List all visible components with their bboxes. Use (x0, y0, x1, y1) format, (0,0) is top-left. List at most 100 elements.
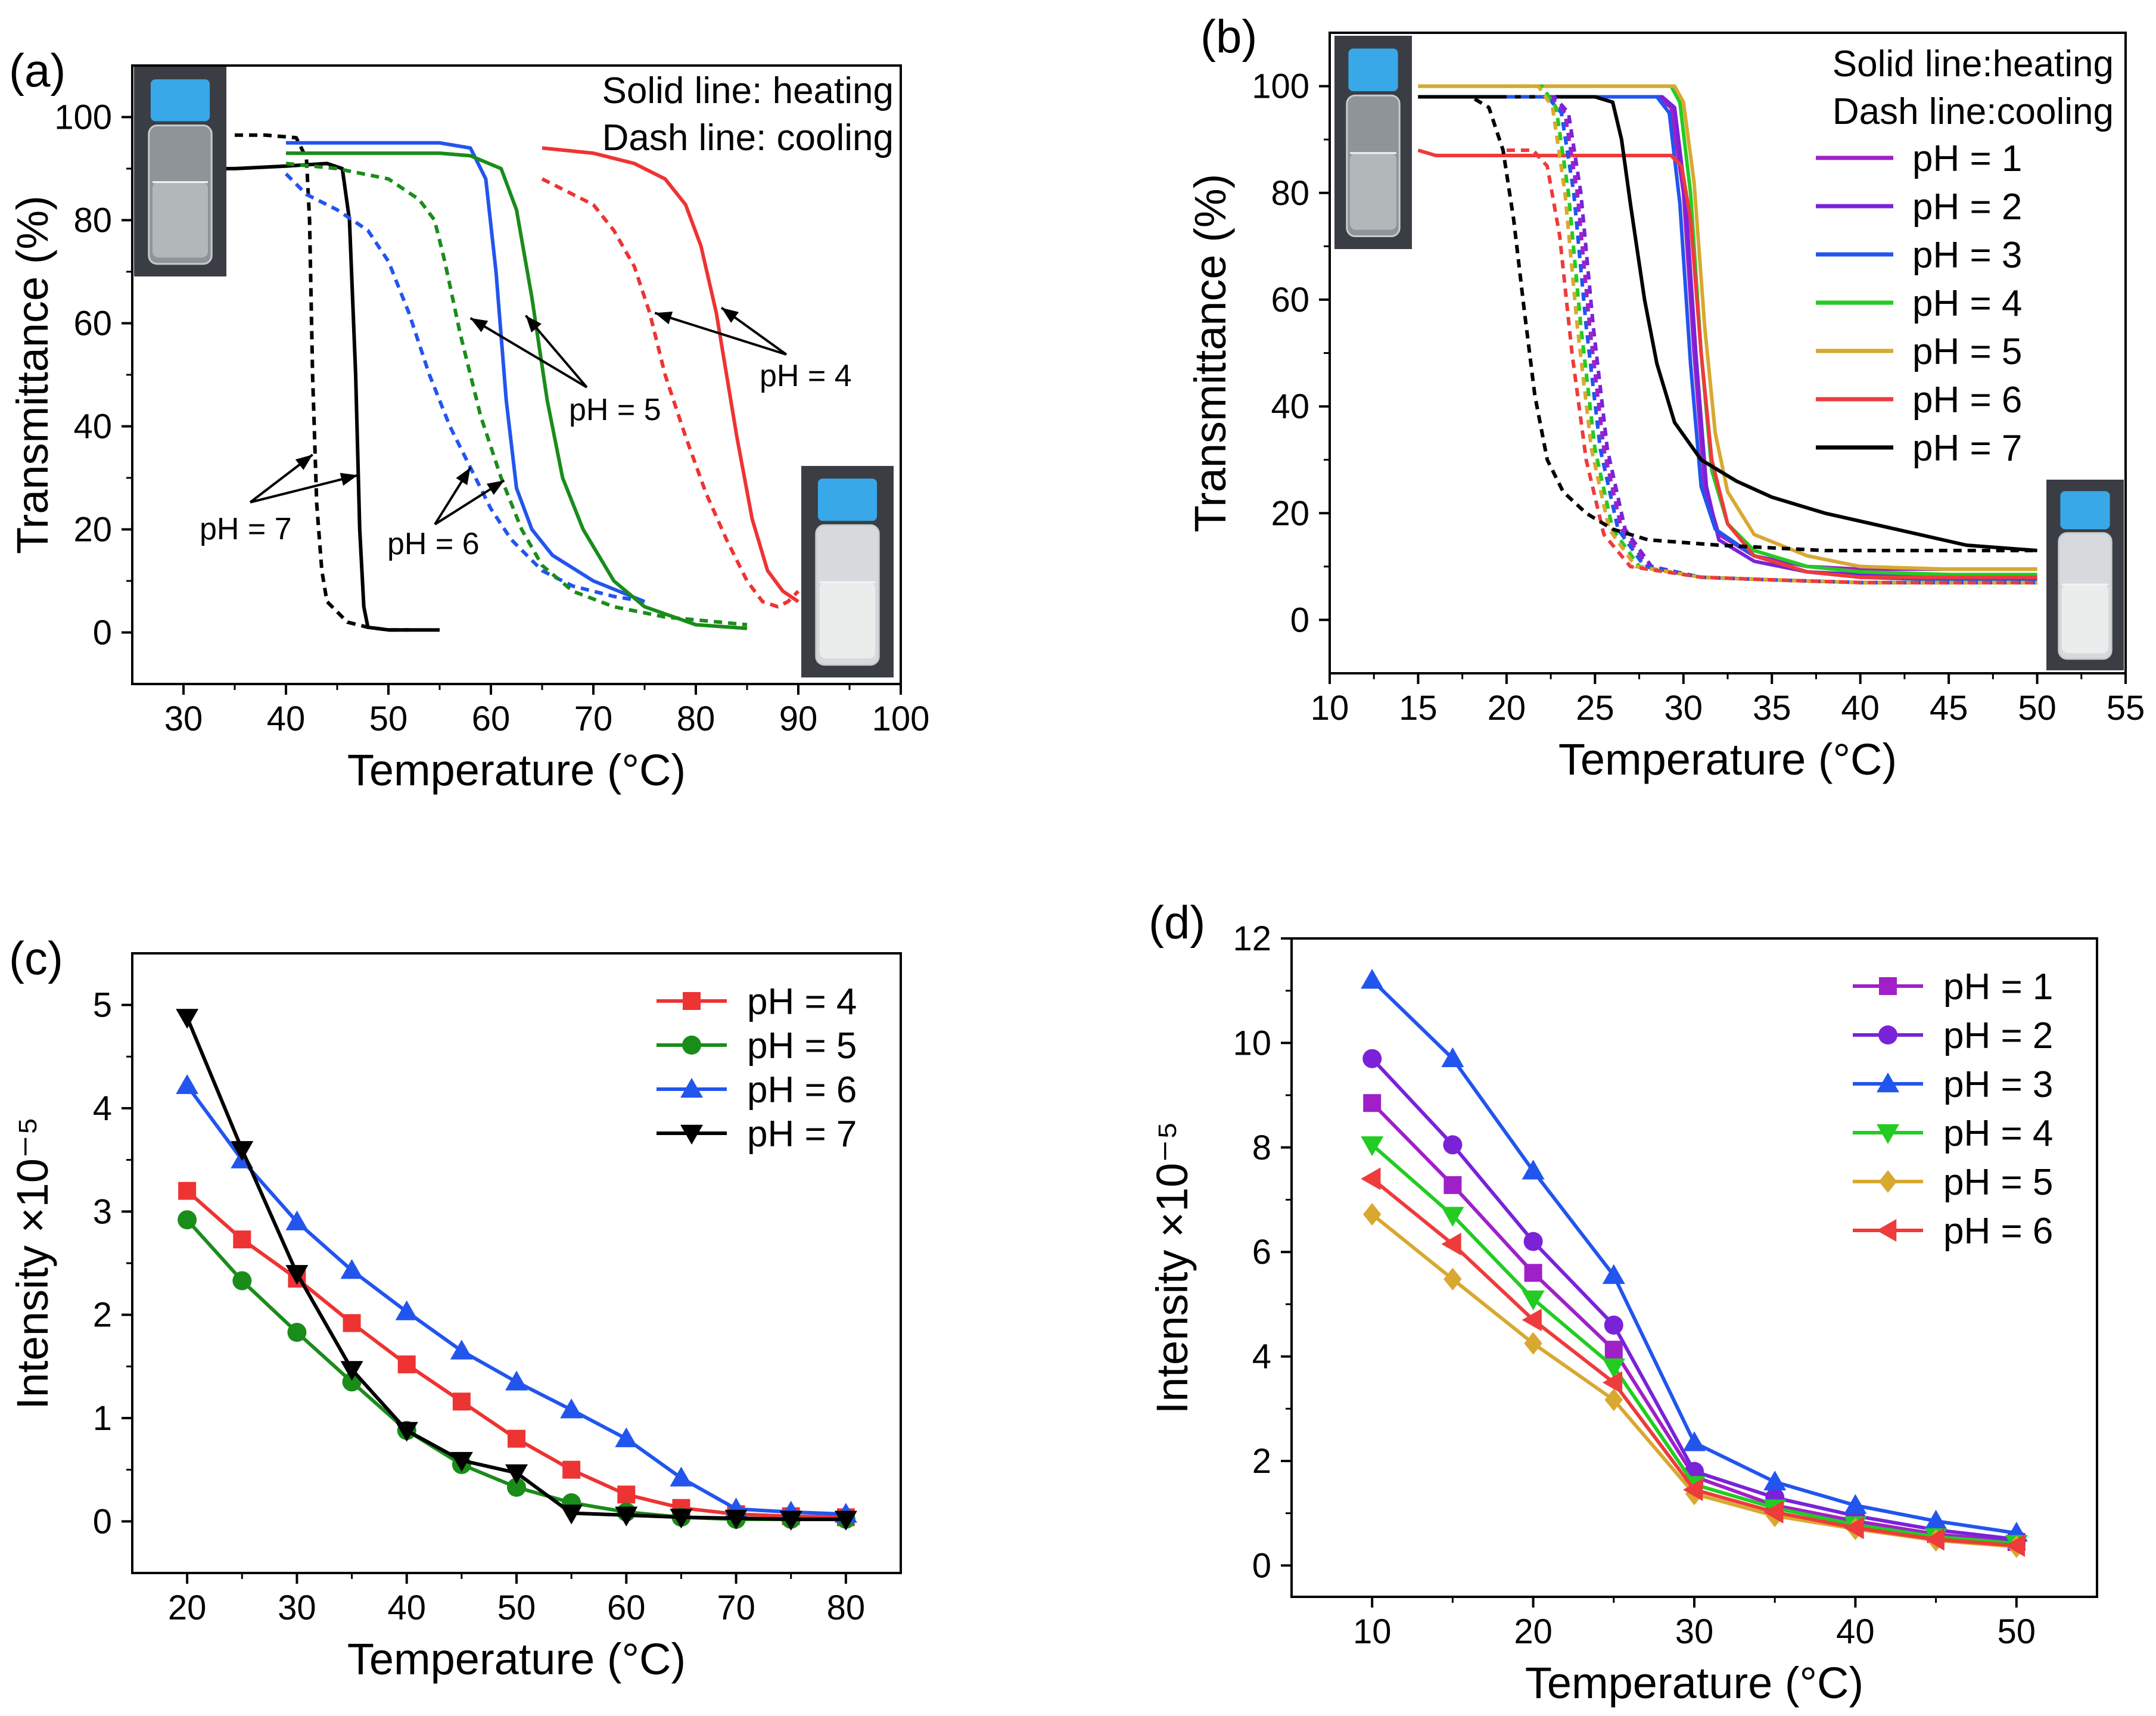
pH--4-point-5 (452, 1392, 471, 1411)
y-tick-label: 20 (1271, 494, 1309, 533)
series-line-pH--4-cooling (541, 177, 800, 609)
legend-label-2: pH = 2 (1943, 1015, 2053, 1056)
pH--7-point-5 (450, 1451, 473, 1472)
y-tick-label: 10 (1233, 1024, 1271, 1062)
pH--6-point-7 (1924, 1528, 1945, 1551)
pH--4-point-0 (178, 1182, 197, 1200)
panel-label: (b) (1200, 10, 1257, 63)
legend-label-7: pH = 7 (1912, 428, 2022, 469)
note-solid-heating: Solid line: heating (602, 70, 894, 111)
y-tick-label: 4 (93, 1089, 112, 1128)
legend-label-1: pH = 1 (1943, 966, 2053, 1008)
annotation-pH6: pH = 6 (387, 527, 480, 561)
pH--2-point-3 (1604, 1315, 1623, 1335)
x-tick-label: 80 (677, 700, 715, 738)
pH--3-point-7 (1924, 1509, 1947, 1530)
x-tick-label: 60 (472, 700, 511, 738)
pH--7-point-6 (505, 1464, 528, 1484)
series-line-pH--5-cooling (285, 161, 748, 627)
pH--4-point-1 (233, 1230, 251, 1249)
note-solid-heating: Solid line:heating (1833, 43, 2114, 85)
series-line-pH--5-heating (1418, 84, 2037, 571)
x-tick-label: 90 (779, 700, 818, 738)
arrow-pH7-cooling-head (295, 455, 313, 470)
pH--3-point-legend (1877, 1072, 1899, 1093)
x-axis-label: Temperature (°C) (347, 745, 686, 795)
pH--1-point-1 (1443, 1176, 1462, 1194)
arrow-pH5-heating-head (525, 315, 542, 332)
pH--4-point-6 (508, 1429, 525, 1448)
x-tick-label: 15 (1399, 689, 1438, 728)
pH--6-point-legend (1877, 1219, 1897, 1242)
vial-photo-clear (1334, 36, 1412, 249)
x-tick-label: 30 (1665, 689, 1703, 728)
pH--5-point-1 (1443, 1267, 1462, 1291)
pH--7-point-0 (176, 1009, 199, 1029)
legend-label-3: pH = 3 (1912, 235, 2022, 276)
panel-b: (b) 10 15 20 25 30 35 40 45 50 55 0 20 40 60 80 100 Tempe… (1186, 10, 2145, 784)
pH--6-point-5 (450, 1339, 473, 1360)
pH--4-point-2 (1522, 1290, 1545, 1311)
vial-photo-cloudy (801, 466, 894, 677)
pH--2-point-0 (1362, 1049, 1382, 1068)
y-axis-label: Intensity ×10⁻⁵ (8, 1117, 57, 1409)
pH--5-point-0 (178, 1210, 197, 1230)
pH--4-point-legend (683, 992, 701, 1010)
vial-liquid (2062, 585, 2108, 654)
pH--1-point-legend (1879, 977, 1897, 995)
arrow-pH4-heating-head (721, 307, 739, 323)
pH--5-point-legend (1878, 1170, 1897, 1193)
pH--5-point-1 (232, 1271, 252, 1291)
legend-label-4: pH = 7 (747, 1114, 857, 1155)
x-axis-label: Temperature (°C) (1558, 735, 1897, 784)
legend-label-2: pH = 5 (747, 1025, 857, 1067)
pH--6-point-3 (340, 1259, 363, 1279)
panel-c: (c) 20 30 40 50 60 70 80 0 1 2 3 4 5 Temperature (°C) I… (8, 932, 902, 1684)
pH--5-point-legend (682, 1036, 701, 1055)
y-tick-label: 0 (1290, 601, 1309, 639)
x-tick-label: 40 (387, 1588, 426, 1627)
series-line-pH--2-cooling (1506, 95, 2037, 585)
pH--4-point-1 (1441, 1207, 1464, 1227)
x-tick-label: 40 (1836, 1612, 1875, 1651)
pH--3-point-5 (1763, 1471, 1787, 1491)
pH--5-point-6 (507, 1478, 526, 1497)
series-line-pH--6-heating (286, 141, 646, 604)
pH--3-point-4 (1683, 1431, 1706, 1451)
vial-liquid (153, 182, 208, 258)
series-line-pH--1-cooling (1506, 95, 2037, 585)
pH--7-point-12 (834, 1510, 857, 1531)
pH--4-point-7 (562, 1460, 581, 1479)
legend-label-2: pH = 2 (1912, 186, 2022, 228)
vial-cap (150, 79, 210, 122)
x-tick-label: 30 (278, 1588, 316, 1627)
x-tick-label: 20 (1514, 1612, 1553, 1651)
series-line-pH--6-cooling (284, 172, 645, 604)
y-axis-label: Transmittance (%) (1186, 174, 1235, 533)
series-line-pH--7-heating (183, 161, 440, 632)
pH--6-point-0 (176, 1074, 199, 1095)
y-tick-label: 6 (1252, 1233, 1271, 1272)
y-tick-label: 1 (93, 1399, 112, 1438)
pH--7-point-legend (680, 1124, 703, 1145)
pH--6-point-0 (1361, 1167, 1381, 1190)
arrow-pH6-cooling-head (456, 467, 471, 486)
legend-label-5: pH = 5 (1943, 1162, 2053, 1203)
pH--6-point-6 (1844, 1516, 1864, 1540)
y-tick-label: 80 (73, 201, 112, 240)
pH--7-point-11 (779, 1510, 802, 1531)
series-line-pH--5-heating (286, 151, 748, 630)
x-tick-label: 20 (1488, 689, 1526, 728)
y-tick-label: 40 (1271, 387, 1309, 426)
pH--6-point-2 (285, 1210, 309, 1230)
x-tick-label: 50 (369, 700, 408, 738)
legend-label-4: pH = 4 (1943, 1113, 2053, 1154)
series-line-pH--4-heating (542, 146, 799, 604)
pH--7-point-8 (615, 1506, 638, 1527)
y-tick-label: 0 (1252, 1546, 1271, 1585)
arrow-pH6-heating-head (486, 480, 505, 495)
panel-d: (d) 10 20 30 40 50 0 2 4 6 8 10 12 Temperature (°C) In… (1147, 896, 2098, 1708)
x-tick-label: 70 (574, 700, 613, 738)
pH--6-point-1 (1441, 1233, 1461, 1256)
x-tick-label: 60 (607, 1588, 646, 1627)
